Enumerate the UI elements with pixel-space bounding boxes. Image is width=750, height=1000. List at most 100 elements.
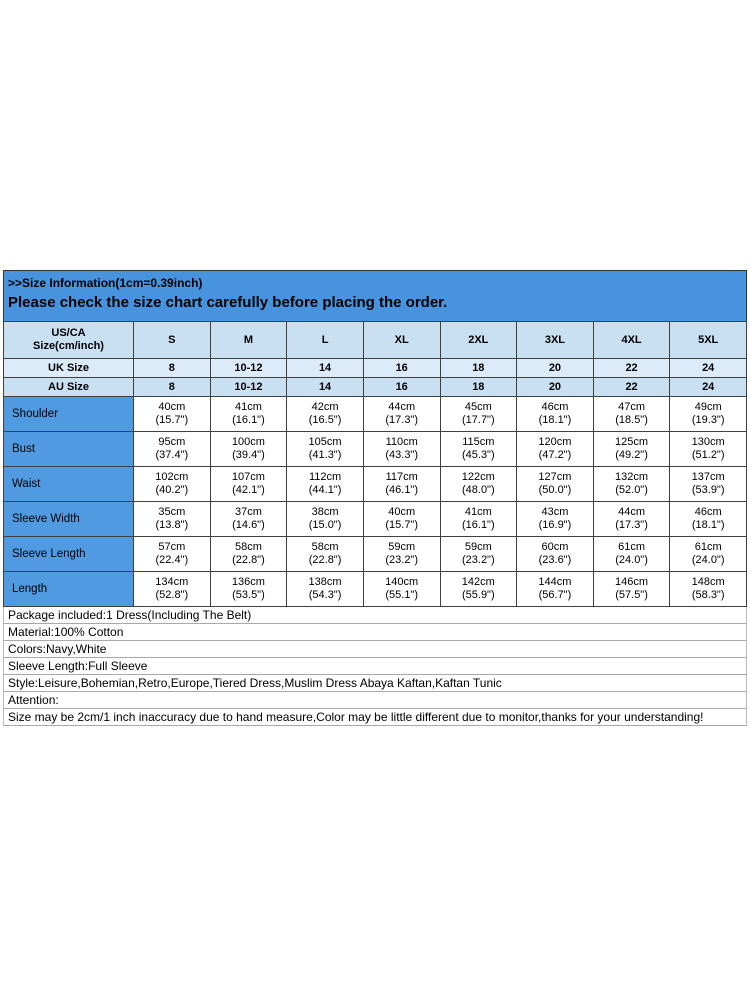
value-inch: (23.2"): [461, 554, 495, 566]
value-cm: 144cm: [538, 576, 572, 588]
au-size-row-value: 16: [362, 377, 441, 397]
au-size-row-value: 24: [669, 377, 747, 397]
value-inch: (22.8"): [308, 554, 342, 566]
value-cm: 130cm: [691, 436, 725, 448]
measurement-cell: 130cm (51.2"): [669, 431, 747, 467]
value-inch: (24.0"): [691, 554, 725, 566]
value-inch: (14.6"): [232, 519, 265, 531]
value-cm: 59cm: [388, 541, 416, 553]
value-inch: (52.0"): [615, 484, 648, 496]
value-cm: 38cm: [311, 506, 339, 518]
value-cm: 125cm: [615, 436, 649, 448]
measurement-cell: 37cm (14.6"): [209, 501, 288, 537]
detail-line: Size may be 2cm/1 inch inaccuracy due to…: [4, 709, 746, 726]
detail-line: Sleeve Length:Full Sleeve: [4, 658, 746, 675]
measurement-cell: 148cm (58.3"): [669, 571, 747, 607]
measurement-cell: 43cm (16.9"): [516, 501, 594, 537]
detail-line: Attention:: [4, 692, 746, 709]
value-inch: (53.9"): [691, 484, 725, 496]
value-cm: 134cm: [155, 576, 189, 588]
value-cm: 138cm: [308, 576, 342, 588]
value-inch: (46.1"): [385, 484, 418, 496]
measurement-cell: 140cm (55.1"): [362, 571, 441, 607]
value-inch: (18.1"): [691, 519, 725, 531]
value-cm: 148cm: [691, 576, 725, 588]
measurement-cell: 41cm (16.1"): [209, 396, 288, 432]
measurement-cell: 142cm (55.9"): [439, 571, 518, 607]
measurement-label: Waist: [3, 466, 134, 502]
au-size-row-label: AU Size: [3, 377, 134, 397]
measurement-row: Sleeve Length 57cm (22.4") 58cm (22.8") 58cm(…: [3, 536, 747, 572]
measurement-cell: 132cm (52.0"): [592, 466, 671, 502]
value-inch: (18.1"): [538, 414, 572, 426]
measurement-row: Sleeve Width 35cm (13.8") 37cm (14.6") 38cm (1…: [3, 501, 747, 537]
value-inch: (50.0"): [538, 484, 572, 496]
value-cm: 46cm: [541, 401, 569, 413]
value-inch: (22.4"): [155, 554, 189, 566]
measurement-cell: 46cm (18.1"): [669, 501, 747, 537]
measurement-cell: 105cm (41.3"): [286, 431, 364, 467]
value-cm: 43cm: [541, 506, 569, 518]
measurement-label: Sleeve Length: [3, 536, 134, 572]
value-cm: 107cm: [231, 471, 265, 483]
size-column-header: 2XL: [439, 321, 518, 359]
value-cm: 112cm: [308, 471, 342, 483]
size-chart-content: >>Size Information(1cm=0.39inch) Please …: [3, 270, 747, 726]
size-column-header: S: [133, 321, 211, 359]
value-cm: 100cm: [231, 436, 265, 448]
value-cm: 140cm: [385, 576, 419, 588]
value-inch: (24.0"): [615, 554, 648, 566]
measurement-cell: 46cm (18.1"): [516, 396, 594, 432]
value-inch: (43.3"): [385, 449, 418, 461]
uk-size-row-value: 10-12: [209, 358, 288, 378]
uk-size-row-label: UK Size: [3, 358, 134, 378]
measurement-cell: 60cm (23.6"): [516, 536, 594, 572]
value-inch: (55.1"): [385, 589, 418, 601]
measurement-cell: 44cm (17.3"): [362, 396, 441, 432]
detail-line: Colors:Navy,White: [4, 641, 746, 658]
value-cm: 146cm: [615, 576, 649, 588]
value-inch: (15.7"): [385, 519, 418, 531]
au-size-row-value: 8: [133, 377, 211, 397]
measurement-cell: 138cm (54.3"): [286, 571, 364, 607]
value-cm: 46cm: [694, 506, 722, 518]
value-cm: 41cm: [464, 506, 492, 518]
value-inch: (17.3"): [385, 414, 418, 426]
value-cm: 49cm: [694, 401, 722, 413]
value-inch: (54.3"): [308, 589, 342, 601]
detail-line: Style:Leisure,Bohemian,Retro,Europe,Tier…: [4, 675, 746, 692]
value-cm: 58cm: [234, 541, 262, 553]
value-cm: 47cm: [618, 401, 646, 413]
measurement-cell: 117cm (46.1"): [362, 466, 441, 502]
corner-header: US/CA Size(cm/inch): [3, 321, 134, 359]
value-cm: 45cm: [464, 401, 492, 413]
size-header-row: US/CA Size(cm/inch) S M L XL 2XL 3XL 4XL 5XL: [3, 321, 747, 359]
value-inch: (16.5"): [308, 414, 342, 426]
value-cm: 35cm: [158, 506, 186, 518]
value-cm: 60cm: [541, 541, 569, 553]
value-inch: (53.5"): [232, 589, 265, 601]
value-cm: 44cm: [618, 506, 646, 518]
measurement-cell: 112cm (44.1"): [286, 466, 364, 502]
value-inch: (56.7"): [538, 589, 572, 601]
value-inch: (42.1"): [232, 484, 265, 496]
value-cm: 136cm: [231, 576, 265, 588]
detail-line: Material:100% Cotton: [4, 624, 746, 641]
size-chart-notice: Please check the size chart carefully be…: [8, 294, 448, 311]
value-inch: (39.4"): [232, 449, 265, 461]
value-cm: 127cm: [538, 471, 572, 483]
measurement-row: Length 134cm (52.8") 136cm (53.5") 138cm (54.3…: [3, 571, 747, 607]
measurement-cell: 38cm (15.0"): [286, 501, 364, 537]
value-inch: (16.1"): [232, 414, 265, 426]
detail-line: Package included:1 Dress(Including The B…: [4, 607, 746, 624]
value-cm: 132cm: [615, 471, 649, 483]
corner-header-line2: Size(cm/inch): [33, 340, 104, 352]
value-inch: (23.2"): [385, 554, 418, 566]
value-cm: 137cm: [691, 471, 725, 483]
uk-size-row-value: 14: [286, 358, 364, 378]
value-cm: 57cm: [158, 541, 186, 553]
measurement-cell: 59cm (23.2"): [362, 536, 441, 572]
measurement-cell: 125cm (49.2"): [592, 431, 671, 467]
measurement-cell: 120cm (47.2"): [516, 431, 594, 467]
